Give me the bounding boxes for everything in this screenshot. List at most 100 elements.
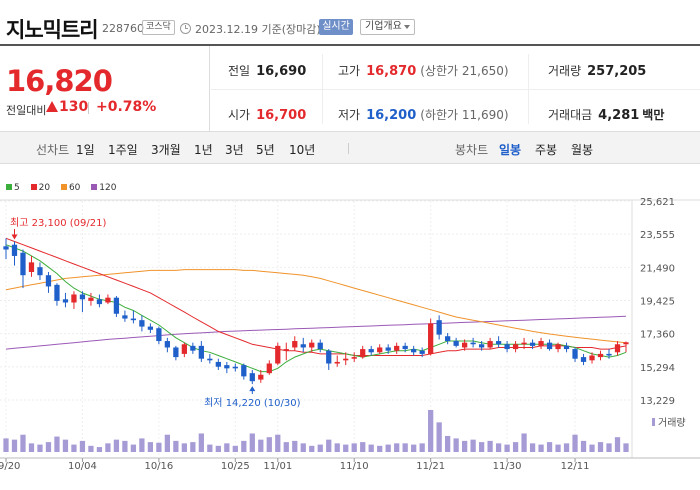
candle-body bbox=[351, 357, 357, 359]
volume-bar bbox=[20, 434, 26, 452]
y-tick-label: 15,294 bbox=[640, 363, 675, 374]
prev-close-label: 전일 bbox=[228, 64, 251, 78]
volume-bar bbox=[198, 433, 204, 452]
candle-body bbox=[445, 336, 451, 342]
realtime-button[interactable]: 실시간 bbox=[319, 19, 353, 35]
stock-name: 지노믹트리 bbox=[6, 18, 99, 42]
volume-bar bbox=[241, 440, 247, 452]
ma60-line bbox=[5, 269, 627, 344]
candle-body bbox=[453, 341, 459, 346]
candle-chart-label: 봉차트 bbox=[455, 143, 489, 157]
volume-bar bbox=[326, 439, 332, 452]
candle-body bbox=[597, 353, 604, 358]
tab-1w[interactable]: 1주일 bbox=[108, 143, 138, 157]
legend-label: 5 bbox=[14, 183, 20, 193]
candle-body bbox=[190, 345, 196, 351]
candle-body bbox=[258, 374, 264, 380]
ma5-line bbox=[5, 244, 627, 373]
tab-monthly[interactable]: 월봉 bbox=[571, 143, 594, 157]
volume-bar bbox=[232, 445, 238, 452]
candle-body bbox=[394, 345, 400, 351]
base-date: 2023.12.19 기준(장마감) bbox=[195, 23, 321, 36]
volume-bar bbox=[563, 443, 570, 452]
tab-1y[interactable]: 1년 bbox=[194, 143, 213, 157]
candle-body bbox=[555, 344, 561, 350]
candle-body bbox=[224, 365, 230, 369]
legend-ma60: 60 bbox=[60, 183, 80, 193]
volume-bar bbox=[266, 437, 272, 452]
stock-header: 지노믹트리 228760 코스닥 2023.12.19 기준(장마감) 실시간 … bbox=[0, 0, 700, 44]
candle-body bbox=[20, 252, 26, 276]
divider bbox=[348, 143, 349, 154]
volume-bar bbox=[343, 444, 349, 452]
legend-label: 120 bbox=[99, 183, 117, 193]
lower-limit: (하한가 11,690) bbox=[420, 108, 509, 122]
volume-bar bbox=[402, 443, 408, 452]
current-price: 16,820 bbox=[6, 64, 113, 98]
candle-body bbox=[105, 297, 111, 303]
tab-10y[interactable]: 10년 bbox=[289, 143, 316, 157]
low-label: 저가 bbox=[338, 108, 361, 122]
candle-body bbox=[96, 299, 103, 305]
company-overview-dropdown[interactable]: 기업개요 bbox=[360, 19, 415, 35]
volume-bar bbox=[37, 444, 43, 452]
legend-ma5: 5 bbox=[6, 183, 20, 193]
candle-body bbox=[470, 342, 476, 345]
candle-body bbox=[461, 342, 468, 348]
y-tick-label: 13,229 bbox=[640, 396, 675, 407]
candle-body bbox=[300, 344, 306, 348]
volume-bar bbox=[71, 444, 77, 452]
tab-weekly[interactable]: 주봉 bbox=[535, 143, 558, 157]
volume-bar bbox=[334, 443, 340, 452]
y-tick-label: 17,360 bbox=[640, 330, 675, 341]
volume-bar bbox=[377, 445, 383, 452]
upper-limit: (상한가 21,650) bbox=[420, 64, 509, 78]
candle-body bbox=[37, 267, 43, 276]
candle-body bbox=[529, 342, 536, 346]
volume-bar bbox=[428, 410, 434, 452]
volume-bar bbox=[224, 443, 230, 452]
x-tick-label: 11/01 bbox=[263, 461, 292, 472]
candle-body bbox=[113, 297, 120, 314]
volume-bar bbox=[623, 443, 629, 452]
tab-5y[interactable]: 5년 bbox=[256, 143, 275, 157]
tab-daily[interactable]: 일봉 bbox=[499, 143, 522, 157]
clock-icon bbox=[180, 23, 191, 34]
volume-bar bbox=[411, 444, 417, 452]
amount-value: 4,281 bbox=[598, 108, 640, 123]
x-tick-label: 12/11 bbox=[561, 461, 590, 472]
tab-3m[interactable]: 3개월 bbox=[151, 143, 181, 157]
candle-body bbox=[436, 320, 442, 335]
volume-bar bbox=[538, 444, 544, 452]
volume-bar bbox=[495, 443, 502, 452]
line-chart-label: 선차트 bbox=[36, 143, 70, 157]
candle-body bbox=[292, 341, 298, 348]
y-tick-label: 23,555 bbox=[640, 230, 675, 241]
legend-swatch bbox=[30, 184, 37, 190]
candle-body bbox=[589, 355, 595, 361]
volume-bar bbox=[394, 443, 400, 452]
tab-1d[interactable]: 1일 bbox=[76, 143, 95, 157]
legend-swatch bbox=[6, 184, 12, 190]
amount-unit: 백만 bbox=[642, 108, 665, 122]
tab-3y[interactable]: 3년 bbox=[225, 143, 244, 157]
candle-body bbox=[147, 326, 154, 330]
candle-body bbox=[275, 345, 281, 364]
volume-bar bbox=[292, 440, 298, 452]
volume-bar bbox=[445, 435, 451, 452]
legend-label: 20 bbox=[38, 183, 51, 193]
legend-ma120: 120 bbox=[91, 183, 116, 193]
candle-body bbox=[343, 358, 349, 361]
open-label: 시가 bbox=[228, 108, 251, 122]
volume-bar bbox=[96, 447, 103, 452]
ma120-line bbox=[5, 315, 627, 350]
amount-label: 거래대금 bbox=[548, 108, 593, 122]
volume-bar bbox=[3, 438, 9, 452]
candle-body bbox=[139, 320, 145, 327]
candle-body bbox=[122, 315, 128, 319]
high-arrow-head bbox=[11, 234, 18, 240]
diff-value: 130 bbox=[46, 99, 88, 115]
candle-body bbox=[614, 344, 621, 353]
high-annotation: 최고 23,100 (09/21) bbox=[10, 217, 106, 229]
